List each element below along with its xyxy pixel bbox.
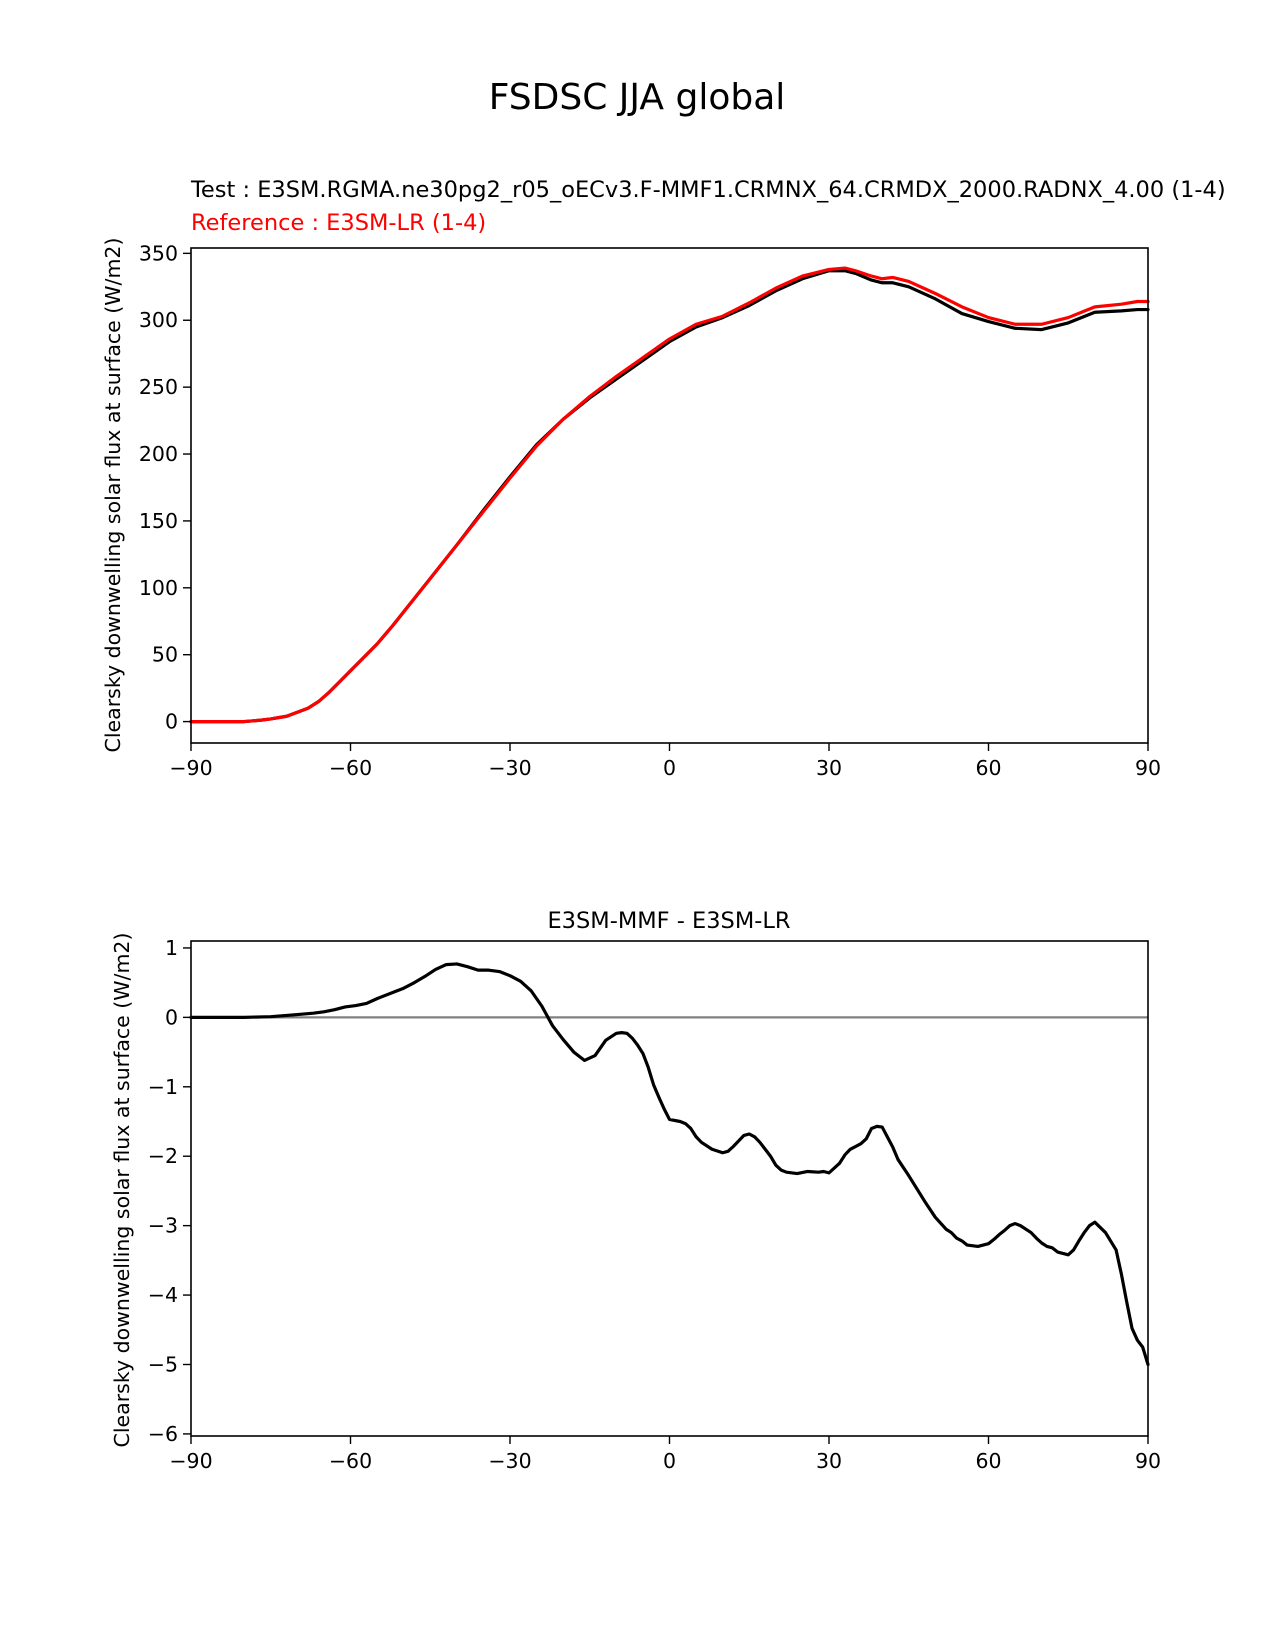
top-x-tick-label: −30 — [488, 756, 531, 780]
bottom-y-tick-label: −2 — [148, 1144, 178, 1168]
bottom-y-tick-label: −6 — [148, 1422, 178, 1446]
top-y-tick-label: 200 — [139, 442, 178, 466]
bottom-x-tick-label: 30 — [816, 1449, 842, 1473]
bottom-y-tick-label: −5 — [148, 1352, 178, 1376]
top-y-tick-label: 100 — [139, 576, 178, 600]
bottom-x-tick-label: −90 — [169, 1449, 212, 1473]
bottom-x-tick-label: −30 — [488, 1449, 531, 1473]
bottom-y-tick-label: −3 — [148, 1214, 178, 1238]
bottom-x-tick-label: 60 — [975, 1449, 1001, 1473]
top-x-tick-label: −90 — [169, 756, 212, 780]
reference-label: Reference : E3SM-LR (1-4) — [191, 210, 486, 236]
bottom-x-tick-label: −60 — [329, 1449, 372, 1473]
top-y-axis-label: Clearsky downwelling solar flux at surfa… — [101, 238, 125, 753]
top-series-line-reference — [189, 266, 1150, 724]
top-y-tick-label: 300 — [139, 308, 178, 332]
top-y-tick-label: 250 — [139, 375, 178, 399]
top-x-tick-label: −60 — [329, 756, 372, 780]
bottom-chart: E3SM-MMF - E3SM-LR Clearsky downwelling … — [110, 908, 1161, 1473]
top-y-tick-label: 0 — [165, 710, 178, 734]
bottom-plot-frame — [190, 940, 1149, 1437]
bottom-y-tick-label: −1 — [148, 1075, 178, 1099]
bottom-y-axis-label: Clearsky downwelling solar flux at surfa… — [110, 933, 134, 1448]
bottom-y-tick-label: −4 — [148, 1283, 178, 1307]
test-label: Test : E3SM.RGMA.ne30pg2_r05_oECv3.F-MMF… — [190, 177, 1226, 203]
top-x-tick-label: 30 — [816, 756, 842, 780]
top-x-tick-label: 90 — [1135, 756, 1161, 780]
bottom-y-tick-label: 0 — [165, 1005, 178, 1029]
bottom-chart-title: E3SM-MMF - E3SM-LR — [547, 908, 790, 934]
top-chart: Test : E3SM.RGMA.ne30pg2_r05_oECv3.F-MMF… — [101, 177, 1226, 780]
bottom-x-tick-label: 0 — [663, 1449, 676, 1473]
top-y-tick-label: 150 — [139, 509, 178, 533]
bottom-x-tick-label: 90 — [1135, 1449, 1161, 1473]
bottom-y-tick-label: 1 — [165, 936, 178, 960]
top-x-tick-label: 0 — [663, 756, 676, 780]
top-x-tick-label: 60 — [975, 756, 1001, 780]
top-y-tick-label: 50 — [152, 643, 178, 667]
top-y-tick-label: 350 — [139, 241, 178, 265]
bottom-series-line-e3sm-mmf-e3sm-lr — [189, 962, 1150, 1367]
figure-title: FSDSC JJA global — [489, 77, 786, 118]
